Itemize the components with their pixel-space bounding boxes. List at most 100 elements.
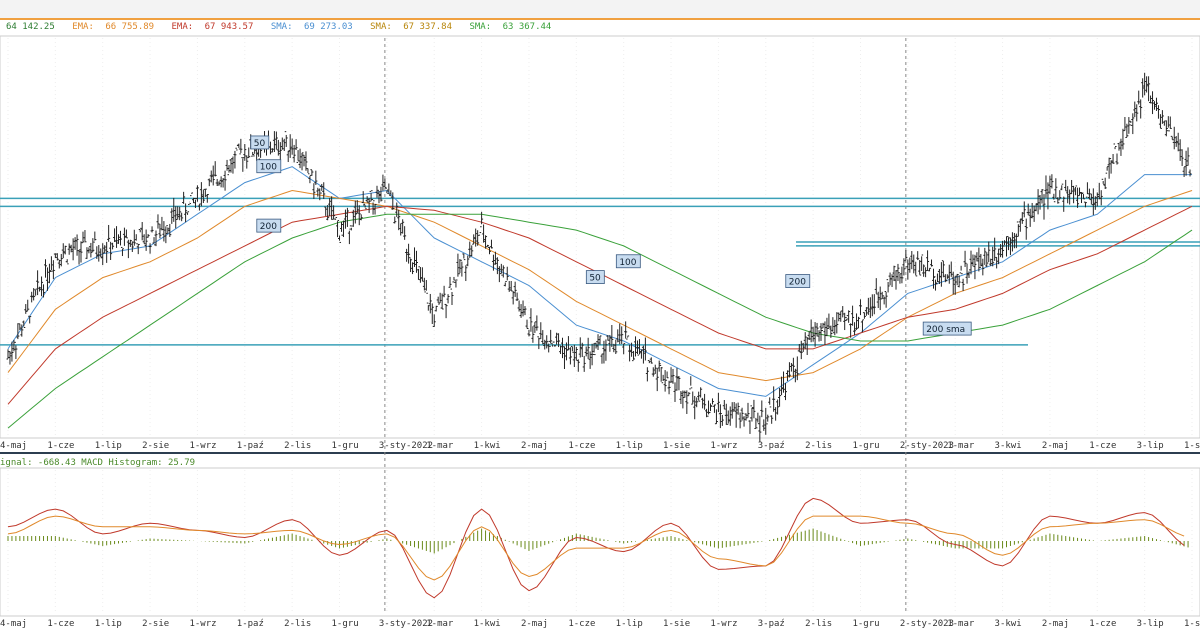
ohlc-bar [712, 404, 716, 413]
ohlc-bar [440, 293, 444, 310]
ohlc-bar [531, 326, 535, 343]
ohlc-bar [1131, 113, 1135, 135]
ohlc-bar [1133, 101, 1137, 118]
ohlc-bar [655, 368, 659, 392]
ohlc-bar [414, 250, 418, 273]
ohlc-bar [1078, 187, 1082, 197]
ohlc-bar [570, 345, 574, 353]
ohlc-bar [336, 220, 340, 238]
ohlc-bar [105, 241, 109, 263]
ohlc-bar [943, 274, 947, 283]
ohlc-bar [1068, 189, 1072, 205]
ohlc-bar [770, 415, 774, 424]
ohlc-bar [1052, 193, 1056, 203]
ohlc-bar [857, 316, 861, 329]
ohlc-bar [47, 263, 51, 284]
x-tick-label: 1-wrz [710, 441, 737, 451]
ohlc-bar [1135, 104, 1139, 122]
x-tick-label-macd: 4-maj [0, 619, 27, 629]
ohlc-bar [24, 304, 28, 314]
ohlc-bar [997, 248, 1001, 265]
ohlc-bar [561, 337, 565, 359]
x-tick-label: 3-paź [758, 441, 785, 451]
ohlc-bar [351, 209, 355, 227]
ohlc-bar [697, 391, 701, 402]
ohlc-bar [841, 306, 845, 318]
ohlc-bar [180, 212, 184, 222]
ohlc-bar [474, 228, 478, 247]
x-tick-label: 2-lis [284, 441, 311, 451]
ohlc-bar [1105, 166, 1109, 174]
ohlc-bar [957, 275, 961, 288]
ohlc-bar [789, 362, 793, 372]
ohlc-bar [582, 355, 586, 372]
ohlc-bar [227, 165, 231, 176]
ohlc-bar [118, 230, 122, 246]
ohlc-bar [120, 246, 124, 257]
ohlc-bar [448, 276, 452, 288]
ohlc-bar [1093, 196, 1097, 210]
ohlc-bar [225, 159, 229, 171]
ohlc-bar [529, 308, 533, 332]
ohlc-bar [1107, 157, 1111, 179]
ohlc-bar [233, 150, 237, 169]
ohlc-bar [91, 238, 95, 253]
ohlc-bar [286, 150, 290, 163]
ohlc-bar [858, 299, 862, 316]
ohlc-bar [292, 144, 296, 163]
ohlc-bar [951, 271, 955, 295]
ohlc-bar [464, 265, 468, 282]
ohlc-bar [1158, 114, 1162, 129]
ohlc-bar [51, 260, 55, 280]
ohlc-bar [460, 259, 464, 277]
ohlc-bar [539, 322, 543, 340]
ohlc-bar [967, 269, 971, 279]
ohlc-bar [673, 382, 677, 402]
ohlc-bar [586, 337, 590, 360]
ohlc-bar [783, 383, 787, 401]
ohlc-bar [928, 267, 932, 272]
ohlc-bar [237, 143, 241, 150]
ohlc-bar [521, 300, 525, 317]
ohlc-bar [519, 304, 523, 318]
ohlc-bar [428, 293, 432, 314]
ohlc-bar [1026, 203, 1030, 216]
ohlc-bar [884, 291, 888, 308]
ohlc-bar [584, 346, 588, 357]
ohlc-bar [365, 196, 369, 203]
ohlc-bar [379, 186, 383, 202]
ohlc-bar [594, 341, 598, 349]
ohlc-bar [1056, 197, 1060, 204]
x-tick-label: 1-sie [663, 441, 690, 451]
ohlc-bar [205, 193, 209, 203]
x-tick-label-macd: 3-lip [1137, 619, 1164, 629]
ohlc-bar [831, 317, 835, 334]
ohlc-bar [158, 223, 162, 239]
ohlc-bar [983, 247, 987, 265]
ohlc-bar [491, 254, 495, 271]
ohlc-bar [961, 278, 965, 292]
ohlc-bar [87, 246, 91, 254]
ohlc-bar [699, 387, 703, 398]
x-tick-label: 3-lip [1137, 441, 1164, 451]
x-tick-label: 1-lip [616, 441, 643, 451]
ohlc-bar [221, 178, 225, 188]
ohlc-bar [606, 335, 610, 341]
ohlc-bar [805, 337, 809, 355]
ohlc-bar [134, 234, 138, 245]
ohlc-bar [878, 286, 882, 311]
ohlc-bar [959, 265, 963, 275]
ohlc-bar [839, 310, 843, 322]
ohlc-bar [1014, 233, 1018, 249]
x-tick-label: 2-sty-2023 [900, 441, 954, 451]
x-tick-label-macd: 2-maj [1042, 619, 1069, 629]
ohlc-bar [1003, 240, 1007, 247]
macd-legend: ignal: -668.43 MACD Histogram: 25.79 [0, 458, 196, 468]
ohlc-bar [458, 259, 462, 275]
ohlc-bar [892, 265, 896, 282]
ohlc-bar [1162, 120, 1166, 126]
ohlc-bar [109, 241, 113, 261]
x-tick-label-macd: 1-wrz [189, 619, 216, 629]
ohlc-bar [154, 230, 158, 247]
